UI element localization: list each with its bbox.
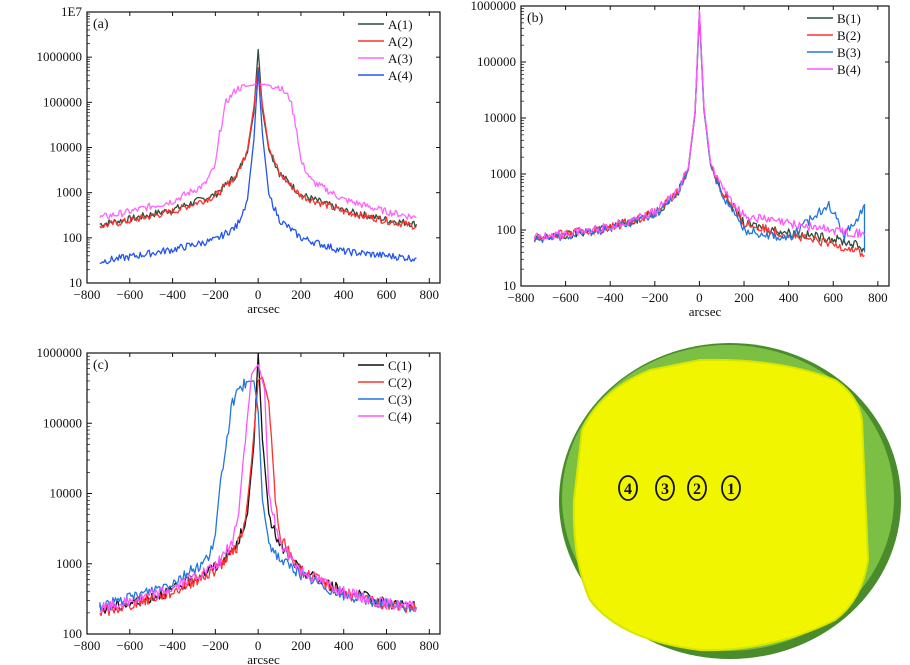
y-tick-label: 10	[503, 278, 516, 293]
y-tick-label: 1000	[56, 185, 82, 200]
x-tick-label: −800	[508, 290, 535, 305]
wafer-marker-label: 2	[693, 481, 701, 498]
panel-label: (c)	[93, 358, 109, 373]
x-tick-label: 200	[291, 638, 311, 653]
series-line	[533, 13, 866, 253]
wafer-photo: 4 3 2 1	[559, 343, 901, 659]
series-line	[99, 66, 417, 230]
legend-label: C(2)	[388, 375, 412, 390]
x-tick-label: −200	[202, 638, 229, 653]
wafer-marker-label: 4	[624, 481, 632, 498]
x-tick-label: 400	[334, 638, 354, 653]
series-line	[99, 48, 418, 229]
x-tick-label: −800	[74, 287, 101, 302]
x-tick-label: 800	[868, 290, 888, 305]
y-tick-label: 1000000	[471, 0, 517, 13]
panel-c: −800 −600 −400 −200 0 200 400 600 800 100 1000 1000…	[37, 345, 441, 665]
legend-label: A(3)	[388, 51, 413, 66]
y-tick-label: 1000	[490, 166, 516, 181]
wafer-marker-circle	[618, 475, 638, 501]
panel-a: −800 −600 −400 −200 0 200 400 600 800 10 100 1000 10…	[37, 4, 441, 316]
x-tick-label: −600	[116, 638, 143, 653]
wafer-marker-circle	[721, 475, 741, 501]
x-tick-label: 0	[696, 290, 703, 305]
x-tick-label: 0	[255, 287, 262, 302]
x-axis-label: arcsec	[689, 304, 722, 319]
x-tick-label: −200	[641, 290, 668, 305]
legend-label: C(3)	[388, 392, 412, 407]
y-tick-label: 100000	[43, 415, 82, 430]
x-tick-label: 800	[420, 287, 440, 302]
y-tick-label: 100000	[43, 94, 82, 109]
legend-label: A(4)	[388, 68, 413, 83]
y-tick-label: 100000	[477, 54, 516, 69]
legend-label: B(1)	[837, 11, 861, 26]
x-tick-label: −400	[597, 290, 624, 305]
legend-label: C(1)	[388, 358, 412, 373]
series-line	[99, 364, 418, 613]
legend-label: B(3)	[837, 45, 861, 60]
series-line	[99, 378, 417, 613]
x-axis-label: arcsec	[247, 301, 280, 316]
y-tick-label: 10000	[484, 110, 517, 125]
y-tick-label: 100	[63, 230, 83, 245]
x-tick-label: −800	[74, 638, 101, 653]
wafer-face	[572, 358, 870, 652]
y-tick-label: 10000	[50, 486, 83, 501]
wafer-marker-label: 3	[661, 481, 669, 498]
x-tick-label: 200	[734, 290, 754, 305]
x-tick-label: 400	[779, 290, 799, 305]
legend-label: B(2)	[837, 28, 861, 43]
series-line	[99, 83, 417, 220]
x-tick-label: −400	[159, 287, 186, 302]
x-tick-label: 800	[420, 638, 440, 653]
series-line	[533, 9, 866, 241]
x-tick-label: −600	[116, 287, 143, 302]
x-tick-label: 600	[377, 287, 397, 302]
y-tick-label: 1E7	[61, 4, 82, 19]
legend-label: A(2)	[388, 34, 413, 49]
y-tick-label: 10	[69, 275, 82, 290]
plot-frame	[520, 5, 890, 287]
y-tick-label: 1000	[56, 556, 82, 571]
series-line	[99, 69, 417, 265]
x-tick-label: 600	[377, 638, 397, 653]
y-tick-label: 100	[497, 222, 517, 237]
wafer-marker-circle	[687, 475, 707, 501]
wafer-marker-label: 1	[727, 481, 735, 498]
legend-label: C(4)	[388, 409, 412, 424]
y-tick-label: 10000	[50, 140, 83, 155]
series-line	[99, 353, 418, 614]
wafer-marker-circle	[655, 475, 675, 501]
x-tick-label: 400	[334, 287, 354, 302]
panel-b: −800 −600 −400 −200 0 200 400 600 800 10 100 1000 10…	[471, 0, 890, 319]
x-tick-label: −600	[552, 290, 579, 305]
x-tick-label: −200	[202, 287, 229, 302]
series-line	[533, 12, 865, 258]
y-tick-label: 1000000	[37, 49, 83, 64]
x-axis-label: arcsec	[247, 652, 280, 665]
legend-label: B(4)	[837, 62, 861, 77]
x-tick-label: −400	[159, 638, 186, 653]
panel-label: (b)	[527, 11, 544, 26]
y-tick-label: 100	[63, 626, 83, 641]
x-tick-label: 0	[255, 638, 262, 653]
legend-label: A(1)	[388, 17, 413, 32]
x-tick-label: 200	[291, 287, 311, 302]
panel-label: (a)	[93, 17, 109, 32]
y-tick-label: 1000000	[37, 345, 83, 360]
x-tick-label: 600	[823, 290, 843, 305]
